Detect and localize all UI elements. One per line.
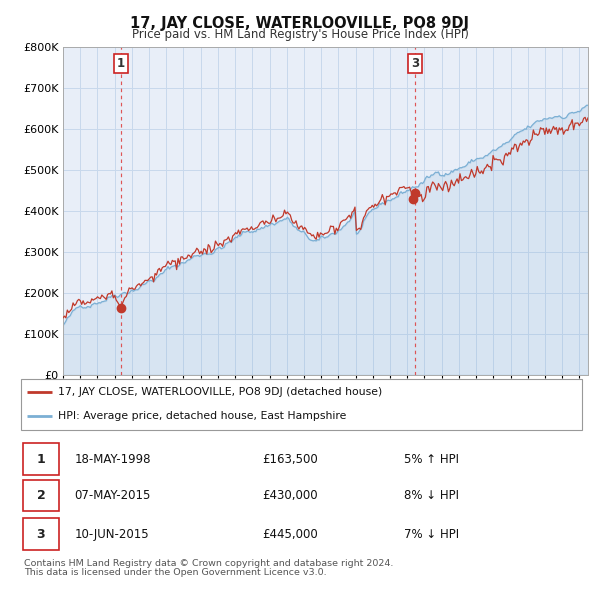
Text: HPI: Average price, detached house, East Hampshire: HPI: Average price, detached house, East…: [58, 411, 346, 421]
Text: £445,000: £445,000: [262, 527, 317, 540]
FancyBboxPatch shape: [21, 379, 582, 430]
Text: 10-JUN-2015: 10-JUN-2015: [75, 527, 149, 540]
Text: Contains HM Land Registry data © Crown copyright and database right 2024.: Contains HM Land Registry data © Crown c…: [24, 559, 394, 568]
Text: 3: 3: [37, 527, 45, 540]
Text: £163,500: £163,500: [262, 453, 317, 466]
Text: 18-MAY-1998: 18-MAY-1998: [75, 453, 151, 466]
Text: 5% ↑ HPI: 5% ↑ HPI: [404, 453, 458, 466]
FancyBboxPatch shape: [23, 518, 59, 550]
Text: 2: 2: [37, 489, 46, 502]
Text: This data is licensed under the Open Government Licence v3.0.: This data is licensed under the Open Gov…: [24, 568, 326, 577]
Text: £430,000: £430,000: [262, 489, 317, 502]
Text: 1: 1: [117, 57, 125, 70]
FancyBboxPatch shape: [23, 443, 59, 475]
Text: 17, JAY CLOSE, WATERLOOVILLE, PO8 9DJ (detached house): 17, JAY CLOSE, WATERLOOVILLE, PO8 9DJ (d…: [58, 387, 382, 397]
FancyBboxPatch shape: [23, 480, 59, 511]
Text: 7% ↓ HPI: 7% ↓ HPI: [404, 527, 458, 540]
Text: 17, JAY CLOSE, WATERLOOVILLE, PO8 9DJ: 17, JAY CLOSE, WATERLOOVILLE, PO8 9DJ: [131, 16, 470, 31]
Text: 07-MAY-2015: 07-MAY-2015: [75, 489, 151, 502]
Text: 1: 1: [37, 453, 46, 466]
Text: 8% ↓ HPI: 8% ↓ HPI: [404, 489, 458, 502]
Text: Price paid vs. HM Land Registry's House Price Index (HPI): Price paid vs. HM Land Registry's House …: [131, 28, 469, 41]
Text: 3: 3: [411, 57, 419, 70]
